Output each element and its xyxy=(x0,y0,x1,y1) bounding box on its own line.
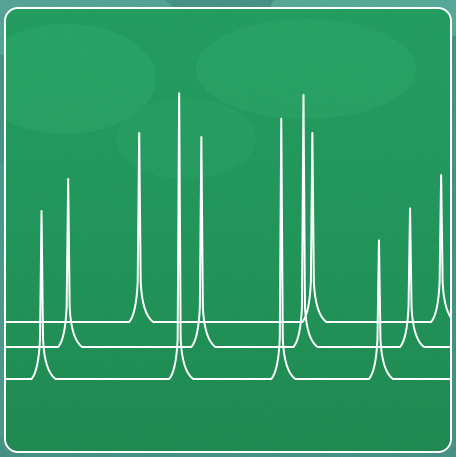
trace-line xyxy=(6,94,450,348)
icon-tile xyxy=(4,7,452,453)
chromatogram-traces-icon xyxy=(6,9,450,451)
trace-line xyxy=(6,92,450,380)
trace-group xyxy=(6,92,450,380)
trace-line xyxy=(6,132,450,323)
